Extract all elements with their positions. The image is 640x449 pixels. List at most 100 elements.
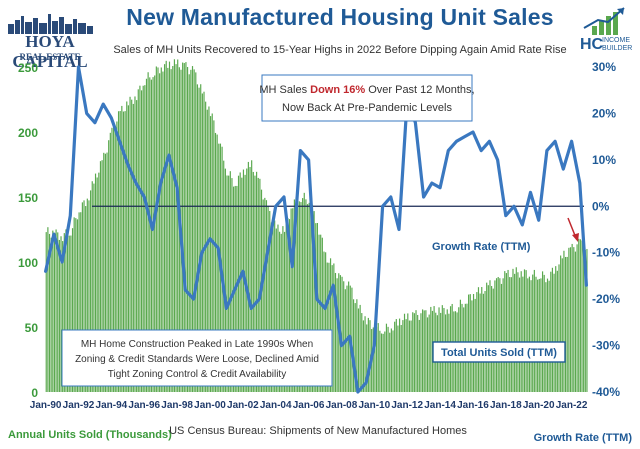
units-bar bbox=[543, 274, 545, 392]
units-bar bbox=[85, 206, 87, 392]
units-bar bbox=[423, 310, 425, 392]
units-bar bbox=[477, 287, 480, 392]
units-bar bbox=[497, 276, 499, 392]
x-axis-tick-label: Jan-14 bbox=[424, 400, 456, 411]
units-bar bbox=[208, 106, 210, 392]
right-axis-tick-label: 10% bbox=[592, 153, 616, 167]
units-bar bbox=[109, 132, 111, 392]
units-bar bbox=[71, 228, 74, 392]
units-series-label-box bbox=[432, 341, 566, 363]
units-bar bbox=[540, 278, 542, 392]
annotation-decline-pre: MH Sales bbox=[259, 84, 310, 96]
units-bar bbox=[326, 262, 328, 392]
units-bar bbox=[377, 323, 379, 392]
left-axis-tick-label: 50 bbox=[25, 321, 39, 335]
units-bar bbox=[407, 313, 409, 392]
units-bar bbox=[379, 330, 381, 392]
units-bar bbox=[518, 277, 521, 392]
units-bar bbox=[134, 96, 136, 392]
units-bar bbox=[122, 111, 125, 393]
annotation-decline-highlight: Down 16% bbox=[310, 84, 365, 96]
units-bar bbox=[186, 66, 189, 393]
units-bar bbox=[57, 232, 59, 392]
units-bar bbox=[517, 272, 519, 392]
units-bar bbox=[520, 271, 522, 392]
logo-name: HOYA CAPITAL bbox=[12, 32, 88, 71]
units-bar bbox=[566, 256, 568, 392]
units-bar bbox=[551, 267, 554, 392]
units-bar bbox=[283, 231, 286, 392]
units-bar bbox=[321, 237, 323, 392]
units-bar bbox=[104, 153, 106, 392]
right-axis-tick-label: -10% bbox=[592, 246, 620, 260]
units-bar bbox=[269, 211, 271, 392]
units-bar bbox=[183, 63, 185, 393]
units-bar bbox=[550, 271, 552, 392]
units-bar bbox=[295, 196, 297, 392]
x-axis-tick-label: Jan-02 bbox=[227, 400, 259, 411]
left-axis-tick-label: 100 bbox=[18, 256, 38, 270]
units-bar bbox=[249, 167, 251, 392]
units-bar bbox=[117, 111, 120, 392]
units-bar bbox=[367, 317, 369, 392]
right-axis-tick-label: -30% bbox=[592, 339, 620, 353]
units-bar bbox=[336, 278, 338, 392]
annotation-history-line1: MH Home Construction Peaked in Late 1990… bbox=[81, 339, 313, 350]
units-bar bbox=[287, 217, 289, 392]
units-bar bbox=[267, 206, 269, 392]
units-bar bbox=[525, 270, 527, 392]
logo-mark: HC bbox=[580, 36, 604, 53]
units-bar bbox=[400, 325, 402, 392]
left-axis-tick-label: 0 bbox=[31, 386, 38, 400]
units-bar bbox=[293, 199, 295, 392]
units-bar bbox=[251, 160, 253, 392]
decline-arrow-head bbox=[572, 233, 579, 242]
units-bar bbox=[224, 168, 226, 392]
units-bar bbox=[124, 111, 126, 392]
units-bar bbox=[163, 64, 166, 392]
units-bar bbox=[563, 250, 565, 392]
units-bar bbox=[586, 248, 588, 392]
left-axis: 0 50 100 150 200 250 bbox=[18, 61, 38, 400]
units-bar bbox=[541, 271, 544, 392]
x-axis-tick-label: Jan-06 bbox=[293, 400, 325, 411]
units-bar bbox=[558, 264, 560, 392]
units-bar bbox=[262, 199, 264, 392]
units-bar bbox=[583, 249, 585, 392]
x-axis-tick-label: Jan-94 bbox=[96, 400, 128, 411]
units-bar bbox=[213, 120, 215, 392]
units-bar bbox=[564, 256, 567, 392]
units-bar bbox=[311, 204, 314, 392]
units-bar bbox=[86, 198, 88, 392]
units-bar bbox=[504, 271, 506, 392]
units-bar bbox=[405, 319, 407, 392]
units-bar bbox=[288, 219, 291, 392]
annotation-decline-post: Over Past 12 Months, bbox=[365, 84, 474, 96]
logo-wordmark: INCOME BUILDER bbox=[602, 37, 632, 53]
units-bar bbox=[486, 282, 488, 392]
units-bar bbox=[357, 308, 360, 392]
units-bar bbox=[113, 125, 115, 392]
units-bar bbox=[425, 310, 427, 392]
units-bar bbox=[275, 228, 277, 392]
units-bar bbox=[410, 320, 412, 392]
units-bar bbox=[145, 78, 148, 393]
units-bar bbox=[168, 61, 171, 393]
units-bar bbox=[80, 212, 82, 392]
units-bar bbox=[510, 277, 512, 392]
units-bar bbox=[256, 171, 258, 392]
units-bar bbox=[581, 240, 583, 392]
units-bar bbox=[362, 320, 365, 392]
units-bar bbox=[190, 69, 192, 392]
units-bar bbox=[196, 84, 199, 393]
units-bar bbox=[310, 207, 312, 392]
units-bar bbox=[114, 129, 116, 392]
units-bar bbox=[359, 304, 361, 392]
income-builder-logo: HC INCOME BUILDER bbox=[572, 6, 638, 66]
units-bar bbox=[418, 319, 420, 392]
units-bar bbox=[426, 317, 429, 392]
units-bar bbox=[556, 270, 558, 392]
units-bar bbox=[306, 204, 309, 392]
units-bar bbox=[83, 200, 85, 392]
units-bar bbox=[515, 267, 517, 392]
